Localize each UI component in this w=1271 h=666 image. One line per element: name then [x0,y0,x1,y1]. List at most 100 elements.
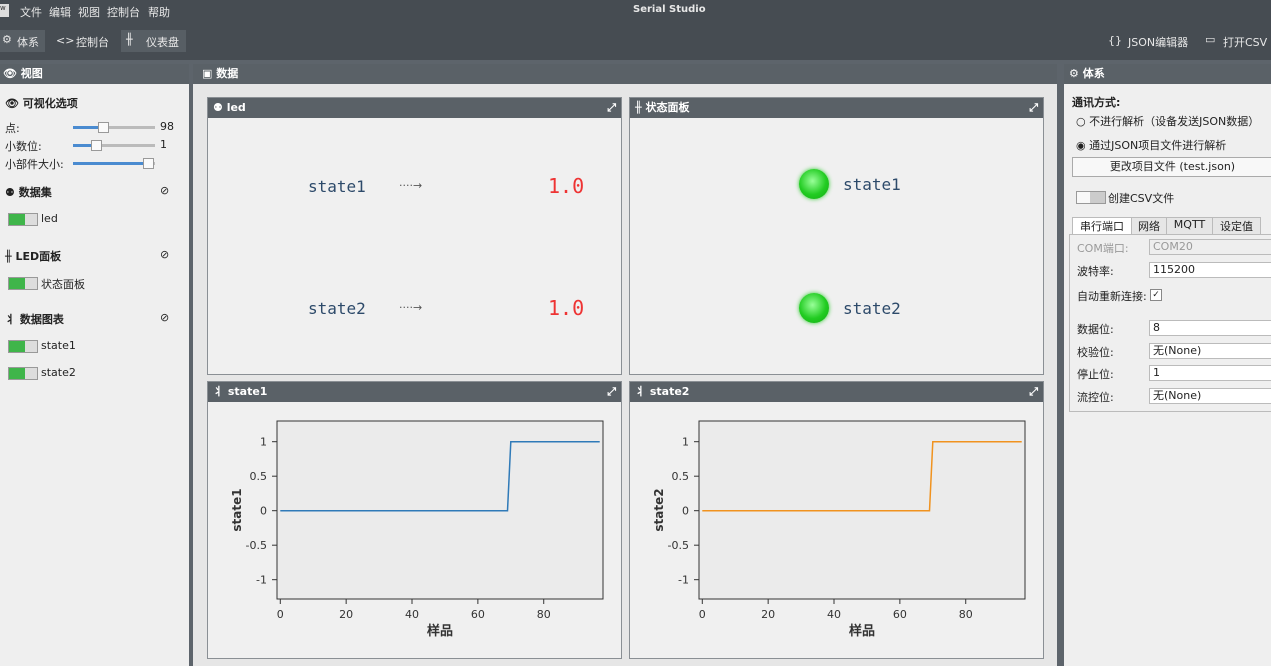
section-label: 通讯方式: [1072,96,1121,109]
slider-handle[interactable] [143,158,154,169]
x-axis-label: 样品 [849,623,875,639]
combo-box[interactable]: 115200 [1149,262,1271,278]
view-panel: 👁 视图 👁 可视化选项 点: 98 小数位: 1 小部件大小: ⚉ 数据集 ⊘… [0,64,189,666]
tab[interactable]: MQTT [1166,217,1213,235]
widget-title: 状态面板 [645,101,690,114]
line [280,440,600,512]
title-bar: w 文件 编辑 视图 控制台 帮助 Serial Studio [0,0,1271,22]
item-label: led [41,212,58,225]
widget: ⺦ state1 ⤢ -1 -0.5 0 0.5 1 0 20 40 60 80 样品 state1 [207,381,622,659]
toggle-label: 创建CSV文件 [1108,192,1175,205]
x-tick-label: 40 [405,608,419,621]
tab-label: 设定值 [1220,220,1253,233]
field-value: 无(None) [1153,389,1202,402]
radio[interactable]: ○ 不进行解析（设备发送JSON数据） [1076,115,1260,128]
slider-label: 小数位: [5,140,42,153]
tab-label: MQTT [1173,218,1206,231]
x-tick-label: 60 [893,608,907,621]
panel-header: ⚙ 体系 [1064,64,1271,84]
expand-icon[interactable]: ⤢ [1029,101,1038,114]
y-axis-label: state2 [652,488,666,531]
y-axis-label: state1 [230,488,244,531]
slider-value: 98 [160,120,174,133]
slider-value: 1 [160,138,167,151]
toggle[interactable] [8,277,38,290]
toggle[interactable] [8,340,38,353]
y-tick-label: 1 [682,436,689,449]
group-title: ⺦ 数据图表 [5,313,64,326]
radio[interactable]: ◉ 通过JSON项目文件进行解析 [1076,139,1227,152]
led-label: state2 [843,299,901,318]
arrow: ····→ [399,179,423,192]
toolbar: ⚙ 体系 <> 控制台 ╫ 仪表盘 {} JSON编辑器 ▭ 打开CSV [0,22,1271,60]
menu-item[interactable]: 文件 [20,6,42,19]
hide-icon[interactable]: ⊘ [160,311,170,324]
toggle[interactable] [1076,191,1106,204]
toolbar-button[interactable]: <> 控制台 [52,30,114,52]
expand-icon[interactable]: ⤢ [607,101,616,114]
slider-handle[interactable] [91,140,102,151]
x-tick-label: 60 [471,608,485,621]
plot: -1 -0.5 0 0.5 1 0 20 40 60 80 样品 state1 [230,420,604,639]
button-label: 仪表盘 [146,36,179,49]
hide-icon[interactable]: ⊘ [160,184,170,197]
button-label: 控制台 [76,36,109,49]
x-tick-label: 80 [959,608,973,621]
led [799,293,829,323]
tab-label: 串行端口 [1080,220,1124,233]
settings-panel: ⚙ 体系 通讯方式: ○ 不进行解析（设备发送JSON数据） ◉ 通过JSON项… [1064,64,1271,666]
field-value: 1 [1153,366,1160,379]
combo-box[interactable]: COM20 [1149,239,1271,255]
toolbar-button[interactable]: ╫ 仪表盘 [121,30,186,52]
icon: ▭ [1205,33,1216,46]
tab[interactable]: 串行端口 [1072,217,1132,235]
y-tick-label: -1 [678,574,689,587]
menu-item[interactable]: 编辑 [49,6,71,19]
toolbar-button[interactable]: ▭ 打开CSV [1203,30,1269,52]
menu-item[interactable]: 视图 [78,6,100,19]
toolbar-button[interactable]: ⚙ 体系 [0,30,45,52]
group-title-text: LED面板 [15,250,62,263]
panel-header: ▣ 数据 [193,64,1057,84]
slider[interactable] [73,140,155,151]
row-value: 1.0 [548,296,585,320]
icon: ╫ [126,33,133,46]
panel-header: 👁 视图 [0,64,189,84]
slider[interactable] [73,122,155,133]
toggle[interactable] [8,367,38,380]
section-title-text: 可视化选项 [22,97,78,110]
toggle[interactable] [8,213,38,226]
button-label: 打开CSV [1223,36,1268,49]
button[interactable]: 更改项目文件 (test.json) [1072,157,1271,177]
item-label: 状态面板 [41,278,85,291]
tab-label: 网络 [1138,220,1160,233]
y-tick-label: 0 [682,505,689,518]
button-label: 更改项目文件 (test.json) [1109,160,1236,173]
menu-item[interactable]: 控制台 [107,6,140,19]
button-label: JSON编辑器 [1128,36,1189,49]
slider[interactable] [73,158,155,169]
group-title-text: 数据图表 [19,313,64,326]
tab[interactable]: 网络 [1131,217,1167,235]
radio-label: 通过JSON项目文件进行解析 [1089,139,1227,152]
combo-box[interactable]: 无(None) [1149,388,1271,404]
combo-box[interactable]: 8 [1149,320,1271,336]
tab[interactable]: 设定值 [1212,217,1261,235]
expand-icon[interactable]: ⤢ [607,385,616,398]
field-value: 8 [1153,321,1160,334]
checkbox[interactable]: ✓ [1150,289,1162,301]
plot: -1 -0.5 0 0.5 1 0 20 40 60 80 样品 state2 [652,420,1026,639]
toolbar-button[interactable]: {} JSON编辑器 [1106,30,1191,52]
field-label: 自动重新连接: [1077,290,1147,303]
combo-box[interactable]: 1 [1149,365,1271,381]
slider-handle[interactable] [98,122,109,133]
widget-title: led [226,101,246,114]
x-tick-label: 80 [537,608,551,621]
arrow: ····→ [399,301,423,314]
widget-header: ⺦ state1 ⤢ [208,382,621,402]
expand-icon[interactable]: ⤢ [1029,385,1038,398]
hide-icon[interactable]: ⊘ [160,248,170,261]
combo-box[interactable]: 无(None) [1149,343,1271,359]
menu-item[interactable]: 帮助 [148,6,170,19]
